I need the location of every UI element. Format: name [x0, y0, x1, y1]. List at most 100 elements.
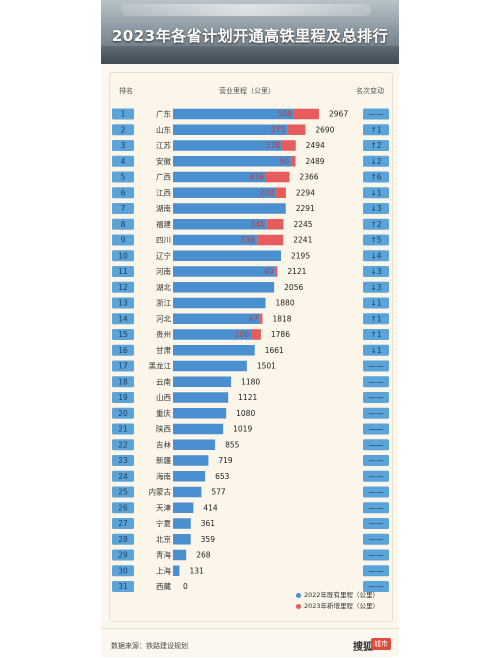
rank-number: 15	[118, 330, 128, 339]
rank-change-label: ↓2	[370, 157, 381, 166]
province-label: 广西	[156, 172, 171, 182]
rank-number: 3	[121, 141, 126, 150]
bar-new	[293, 108, 319, 120]
rank-number: 27	[118, 519, 128, 528]
total-mileage-label: 1080	[236, 409, 255, 418]
rank-number: 17	[118, 362, 128, 371]
bar-existing	[173, 423, 224, 435]
rank-change-badge	[363, 455, 389, 466]
bar-existing	[173, 250, 282, 261]
total-mileage-label: 1880	[276, 299, 295, 308]
rank-badge	[112, 549, 134, 561]
bar-existing	[173, 455, 209, 466]
bar-chart: 1 广东 509 2967 ——2 山东 371 2690 ↑13 江苏 278 2494 ↑24 安徽 9…	[112, 108, 389, 592]
rank-badge	[112, 533, 134, 545]
brand-tag: 城市	[371, 638, 391, 650]
rank-number: 11	[118, 267, 128, 276]
rank-change-badge	[363, 392, 389, 403]
rank-number: 29	[118, 551, 128, 560]
footer: 数据来源：铁路建设规划 搜狐 城市	[101, 628, 399, 658]
rank-number: 8	[121, 220, 126, 229]
bar-existing	[173, 408, 227, 419]
total-mileage-label: 2291	[296, 204, 315, 213]
brand-logo: 搜狐	[353, 642, 373, 653]
bar-existing	[173, 518, 191, 529]
total-mileage-label: 577	[211, 488, 226, 497]
rank-number: 31	[118, 582, 128, 591]
rank-number: 18	[118, 377, 128, 386]
rank-change-label: ——	[369, 377, 385, 386]
rank-badge	[112, 407, 134, 419]
new-mileage-label: 509	[278, 110, 293, 119]
rank-change-label: ——	[369, 409, 385, 418]
rank-change-badge	[363, 155, 389, 167]
total-mileage-label: 414	[203, 503, 218, 512]
rank-change-label: ——	[369, 440, 385, 449]
rank-badge	[112, 218, 134, 230]
legend-new-swatch	[296, 603, 301, 609]
province-label: 河南	[156, 266, 171, 276]
rank-number: 5	[121, 173, 126, 182]
rank-change-badge	[363, 407, 389, 419]
bar-existing	[173, 471, 206, 482]
chart-title: 2023年各省计划开通高铁里程及总排行	[111, 27, 389, 45]
rank-change-label: ↑2	[370, 220, 381, 229]
bar-new	[266, 219, 284, 230]
title-banner: 2023年各省计划开通高铁里程及总排行	[101, 0, 399, 64]
rank-badge	[112, 581, 134, 592]
rank-change-label: ——	[369, 472, 385, 481]
legend-existing-label: 2022年既有里程（公里）	[304, 591, 380, 599]
province-label: 四川	[156, 236, 171, 245]
total-mileage-label: 1818	[272, 314, 291, 323]
rank-change-label: ——	[369, 425, 385, 434]
province-label: 山西	[156, 392, 171, 402]
province-label: 广东	[156, 109, 171, 119]
new-mileage-label: 341	[250, 220, 265, 229]
new-mileage-label: 200	[260, 188, 275, 197]
total-mileage-label: 361	[201, 519, 216, 528]
province-label: 辽宁	[156, 250, 171, 260]
new-mileage-label: 476	[250, 173, 265, 182]
total-mileage-label: 2489	[305, 157, 324, 166]
total-mileage-label: 1121	[238, 393, 257, 402]
rank-badge	[112, 392, 134, 403]
rank-number: 7	[121, 204, 126, 213]
legend-new-label: 2023年新增里程（公里）	[304, 602, 380, 610]
province-label: 北京	[156, 534, 171, 544]
rank-number: 13	[118, 299, 128, 308]
province-label: 江苏	[156, 140, 171, 150]
rank-number: 9	[121, 236, 126, 245]
new-mileage-label: 371	[271, 125, 286, 134]
rank-change-badge	[363, 281, 389, 293]
total-mileage-label: 2121	[287, 267, 306, 276]
new-mileage-label: 278	[266, 141, 281, 150]
rank-number: 30	[118, 566, 128, 575]
rank-number: 26	[118, 503, 128, 512]
province-label: 重庆	[156, 408, 171, 418]
rank-change-label: ↓1	[370, 346, 381, 355]
total-mileage-label: 2494	[306, 141, 325, 150]
rank-header: 排名	[119, 87, 133, 95]
rank-badge	[112, 297, 134, 309]
legend-new: 2023年新增里程（公里）	[296, 600, 379, 610]
rank-change-label: ↓3	[370, 204, 381, 213]
rank-badge	[112, 329, 134, 340]
province-label: 西藏	[156, 581, 171, 591]
rank-change-label: ——	[369, 488, 385, 497]
bar-new	[287, 124, 306, 135]
change-header: 名次变动	[356, 87, 384, 95]
bar-new	[291, 156, 296, 167]
rank-badge	[112, 486, 134, 498]
rank-change-badge	[363, 187, 389, 199]
rank-change-badge	[363, 218, 389, 230]
bar-existing	[173, 439, 216, 450]
rank-change-label: ↓3	[370, 267, 381, 276]
rank-badge	[112, 124, 134, 136]
rank-change-badge	[363, 581, 389, 592]
rank-badge	[112, 344, 134, 356]
rank-number: 23	[118, 456, 128, 465]
bar-existing	[173, 124, 288, 135]
rank-change-badge	[363, 565, 389, 577]
rank-number: 25	[118, 488, 128, 497]
rank-change-badge	[363, 439, 389, 451]
